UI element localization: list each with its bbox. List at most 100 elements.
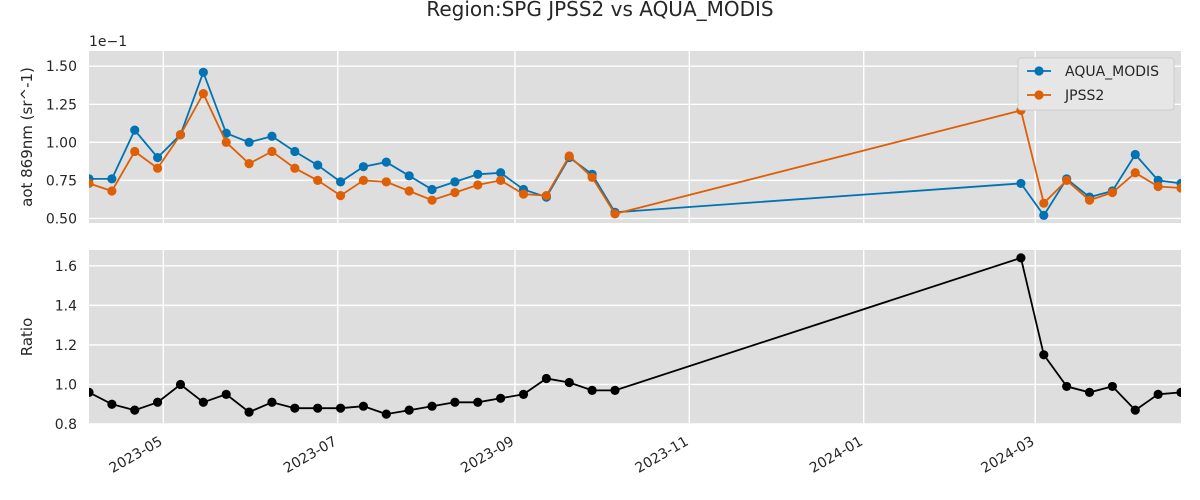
data-point — [107, 174, 117, 184]
data-point — [541, 373, 551, 384]
plot-background — [89, 51, 1181, 223]
y-tick-label: 1.4 — [55, 298, 77, 314]
data-point — [473, 397, 483, 407]
data-point — [404, 405, 414, 415]
data-point — [107, 186, 117, 196]
data-point — [541, 191, 551, 201]
data-point — [427, 184, 437, 195]
data-point — [1153, 389, 1163, 399]
y-tick-label: 0.50 — [46, 211, 77, 227]
data-point — [496, 175, 506, 185]
data-point — [473, 180, 483, 190]
data-point — [1039, 210, 1049, 220]
data-point — [1084, 387, 1095, 397]
x-tick-label: 2024-01 — [807, 434, 866, 477]
y-axis-scale-label: 1e−1 — [89, 34, 127, 50]
y-axis-label: Ratio — [18, 318, 36, 357]
data-point — [564, 377, 574, 388]
data-point — [267, 146, 277, 157]
data-point — [496, 168, 506, 178]
y-axis-label: aot 869nm (sr^-1) — [18, 67, 36, 207]
data-point — [1176, 387, 1181, 397]
y-tick-label: 1.2 — [55, 338, 77, 354]
data-point — [450, 397, 460, 407]
ratio-panel: 0.8 1.0 1.2 1.4 1.6 Ratio — [18, 250, 1181, 433]
data-point — [130, 146, 140, 157]
data-point — [153, 163, 163, 173]
data-point — [153, 152, 163, 163]
y-tick-label: 1.0 — [55, 377, 77, 393]
data-point — [610, 385, 620, 395]
series-group — [89, 253, 1181, 419]
data-point — [381, 409, 391, 419]
data-point — [473, 169, 483, 179]
data-point — [267, 131, 277, 141]
data-point — [1176, 183, 1181, 193]
data-point — [358, 175, 369, 185]
data-point — [290, 403, 300, 413]
data-point — [1153, 181, 1163, 192]
series-group — [89, 67, 1181, 220]
data-point — [404, 171, 414, 181]
data-point — [1062, 175, 1072, 185]
data-point — [610, 209, 620, 219]
data-point — [313, 175, 323, 185]
data-point — [175, 379, 186, 390]
data-point — [427, 401, 437, 411]
data-point — [1130, 149, 1140, 160]
data-point — [1016, 178, 1026, 189]
data-point — [335, 403, 346, 413]
data-point — [1062, 381, 1072, 392]
data-point — [89, 387, 94, 397]
data-point — [244, 137, 254, 147]
data-point — [267, 397, 277, 407]
x-tick-label: 2024-03 — [979, 434, 1038, 477]
y-tick-label: 0.75 — [46, 173, 77, 189]
data-point — [587, 172, 597, 182]
data-point — [290, 146, 300, 157]
data-point — [221, 389, 231, 399]
data-point — [358, 162, 369, 172]
data-point — [175, 130, 186, 140]
y-tick-label: 0.8 — [55, 417, 77, 433]
aot-panel: 0.50 0.75 1.00 1.25 1.50 aot 869nm (sr^-1) 1e−… — [18, 34, 1181, 227]
jpss2-series-line — [89, 91, 1181, 215]
legend-label: JPSS2 — [1064, 88, 1104, 104]
x-tick-label: 2023-09 — [458, 434, 517, 477]
data-point — [335, 191, 346, 201]
chart-title: Region:SPG JPSS2 vs AQUA_MODIS — [426, 0, 773, 21]
x-tick-label: 2023-05 — [107, 434, 166, 477]
data-point — [198, 89, 208, 99]
data-point — [335, 177, 346, 187]
data-point — [496, 393, 506, 403]
data-point — [450, 177, 460, 187]
data-point — [153, 397, 163, 407]
data-point — [198, 67, 208, 77]
data-point — [587, 385, 597, 395]
data-point — [244, 407, 254, 417]
data-point — [427, 195, 437, 205]
data-point — [1107, 381, 1117, 392]
data-point — [1039, 350, 1049, 360]
data-point — [381, 177, 391, 187]
data-point — [450, 187, 460, 198]
data-point — [198, 397, 208, 407]
data-point — [1016, 253, 1026, 263]
data-point — [313, 160, 323, 170]
legend-marker-swatch — [1034, 90, 1044, 100]
data-point — [1084, 195, 1095, 205]
legend: AQUA_MODIS JPSS2 — [1017, 57, 1175, 111]
y-tick-label: 1.00 — [46, 135, 77, 151]
legend-label: AQUA_MODIS — [1065, 64, 1159, 80]
data-point — [244, 159, 254, 169]
data-point — [564, 151, 574, 161]
data-point — [89, 178, 94, 189]
data-point — [1107, 187, 1117, 198]
plot-background — [89, 250, 1181, 424]
data-point — [518, 389, 529, 399]
data-point — [221, 137, 231, 147]
data-point — [1039, 198, 1049, 208]
data-point — [381, 157, 391, 167]
x-tick-label: 2023-11 — [633, 434, 692, 477]
